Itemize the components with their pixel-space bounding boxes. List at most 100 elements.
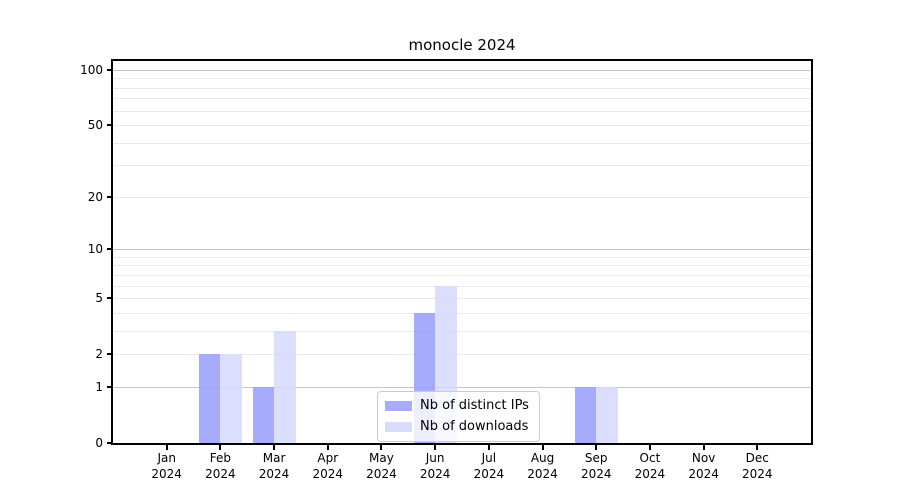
gridline-minor-50 (113, 125, 811, 127)
x-tick-month-text: Jun (425, 451, 445, 465)
x-tick-year-text: 2024 (742, 466, 773, 481)
y-axis-tick-label-2: 2 (95, 347, 103, 362)
x-axis-tick-mark-aug (541, 445, 544, 450)
x-axis-tick-mark-jun (434, 445, 437, 450)
x-tick-year-text: 2024 (258, 466, 290, 481)
x-axis-tick-label-apr: Apr 2024 (300, 451, 356, 482)
x-axis-tick-mark-jul (487, 445, 490, 450)
x-tick-year-text: 2024 (688, 466, 719, 481)
y-axis-tick-label-1: 1 (95, 379, 103, 394)
x-tick-year-text: 2024 (527, 466, 558, 481)
x-axis-tick-label-mar: Mar 2024 (246, 451, 302, 482)
x-axis-tick-label-jan: Jan 2024 (139, 451, 195, 482)
gridline-minor-8 (113, 265, 811, 267)
x-axis-tick-label-dec: Dec 2024 (729, 451, 785, 482)
y-axis-tick-label-10: 10 (87, 242, 103, 257)
x-axis-tick-mark-jan (165, 445, 168, 450)
x-axis-tick-label-nov: Nov 2024 (676, 451, 732, 482)
chart-title: monocle 2024 (408, 36, 516, 54)
x-axis-tick-label-aug: Aug 2024 (515, 451, 571, 482)
gridline-minor-7 (113, 274, 811, 276)
legend-entry-downloads: Nb of downloads (385, 418, 529, 435)
gridline-major-10 (113, 249, 811, 251)
bar-downloads-mar (274, 330, 296, 443)
plot-area (111, 59, 813, 445)
x-tick-month-text: Sep (584, 451, 608, 465)
bar-downloads-sep (596, 386, 618, 443)
y-axis-tick-label-20: 20 (87, 189, 103, 204)
gridline-minor-30 (113, 165, 811, 167)
y-axis-tick-mark-5 (107, 297, 113, 300)
x-axis-tick-mark-may (380, 445, 383, 450)
x-axis-tick-label-jul: Jul 2024 (461, 451, 517, 482)
y-axis-tick-label-0: 0 (95, 436, 103, 450)
x-axis-tick-label-sep: Sep 2024 (568, 451, 624, 482)
x-tick-month-text: Dec (745, 451, 769, 465)
x-tick-year-text: 2024 (312, 466, 344, 481)
x-axis-tick-mark-feb (219, 445, 222, 450)
y-axis-tick-mark-1 (107, 385, 113, 388)
legend: Nb of distinct IPs Nb of downloads (377, 391, 540, 442)
x-tick-year-text: 2024 (580, 466, 612, 481)
gridline-minor-40 (113, 142, 811, 144)
y-axis-tick-mark-50 (107, 124, 113, 127)
x-axis-tick-label-may: May 2024 (353, 451, 409, 482)
x-tick-month-text: Nov (691, 451, 716, 465)
y-axis-tick-mark-10 (107, 248, 113, 251)
x-tick-year-text: 2024 (366, 466, 397, 481)
legend-swatch-downloads (385, 421, 412, 432)
x-tick-month-text: May (369, 451, 394, 465)
bar-distinct-ips-feb (198, 354, 221, 443)
gridline-minor-90 (113, 78, 811, 80)
y-axis-tick-label-5: 5 (95, 291, 103, 306)
x-tick-month-text: Aug (530, 451, 555, 465)
x-axis-tick-mark-mar (273, 445, 276, 450)
x-tick-year-text: 2024 (419, 466, 451, 481)
bar-distinct-ips-sep (574, 386, 597, 443)
gridline-minor-2 (113, 354, 811, 356)
x-tick-month-text: Apr (317, 451, 339, 465)
gridline-major-1 (113, 386, 811, 388)
plot-inner (113, 61, 811, 443)
x-tick-month-text: Mar (262, 451, 286, 465)
x-tick-month-text: Jul (481, 451, 497, 465)
x-axis-tick-mark-apr (326, 445, 329, 450)
y-axis-tick-mark-2 (107, 353, 113, 356)
gridline-minor-9 (113, 256, 811, 258)
x-tick-month-text: Oct (639, 451, 661, 465)
gridline-minor-20 (113, 196, 811, 198)
x-axis-tick-label-oct: Oct 2024 (622, 451, 678, 482)
x-axis-tick-mark-oct (648, 445, 651, 450)
y-axis-tick-mark-20 (107, 195, 113, 198)
gridline-major-100 (113, 70, 811, 71)
bar-distinct-ips-mar (252, 386, 275, 443)
x-tick-year-text: 2024 (473, 466, 505, 481)
x-tick-year-text: 2024 (205, 466, 236, 481)
legend-entry-distinct-ips: Nb of distinct IPs (385, 397, 529, 414)
x-tick-month-text: Jan (157, 451, 176, 465)
x-axis-tick-mark-nov (702, 445, 705, 450)
bar-downloads-feb (220, 354, 242, 443)
legend-label-distinct-ips: Nb of distinct IPs (420, 398, 529, 413)
x-tick-year-text: 2024 (151, 466, 182, 481)
x-axis-tick-mark-dec (756, 445, 759, 450)
y-axis-tick-mark-0 (107, 442, 113, 444)
legend-swatch-distinct-ips (385, 400, 412, 411)
y-axis-tick-mark-100 (107, 69, 113, 71)
legend-label-downloads: Nb of downloads (420, 419, 529, 434)
x-axis-tick-label-feb: Feb 2024 (192, 451, 248, 482)
gridline-minor-5 (113, 298, 811, 300)
gridline-minor-6 (113, 285, 811, 287)
gridline-minor-80 (113, 87, 811, 89)
gridline-minor-4 (113, 312, 811, 314)
gridline-minor-70 (113, 98, 811, 100)
gridline-minor-60 (113, 110, 811, 112)
x-axis-tick-label-jun: Jun 2024 (407, 451, 463, 482)
gridline-minor-3 (113, 330, 811, 332)
y-axis-tick-label-50: 50 (87, 118, 103, 133)
y-axis-tick-label-100: 100 (80, 63, 103, 77)
x-tick-month-text: Feb (209, 451, 231, 465)
x-axis-tick-mark-sep (595, 445, 598, 450)
x-tick-year-text: 2024 (634, 466, 666, 481)
